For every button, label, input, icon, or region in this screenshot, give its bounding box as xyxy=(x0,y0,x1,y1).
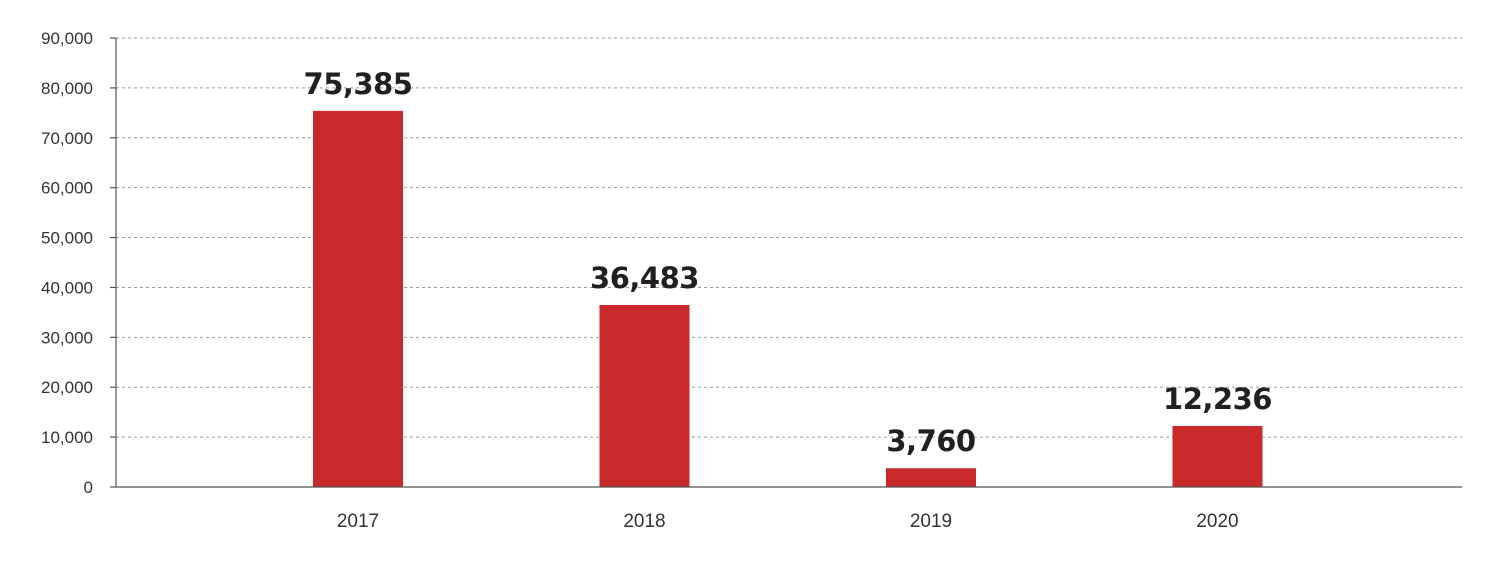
y-tick-label: 20,000 xyxy=(41,378,93,397)
y-tick-label: 70,000 xyxy=(41,129,93,148)
data-label: 3,760 xyxy=(886,424,975,458)
y-tick-label: 40,000 xyxy=(41,278,93,297)
bar xyxy=(599,304,690,487)
x-axis-ticks: 2017 2018 2019 2020 xyxy=(337,511,1239,532)
y-tick-label: 90,000 xyxy=(41,29,93,48)
bar xyxy=(313,110,403,488)
y-tick-label: 10,000 xyxy=(41,428,93,447)
x-tick-label: 2019 xyxy=(910,511,952,532)
x-tick-label: 2018 xyxy=(623,511,665,532)
data-label: 36,483 xyxy=(590,261,699,295)
y-tick-label: 0 xyxy=(84,478,93,497)
bar xyxy=(886,468,976,487)
bars xyxy=(313,110,1263,488)
bar xyxy=(1172,425,1263,487)
y-tick-label: 60,000 xyxy=(41,179,93,198)
y-tick-label: 80,000 xyxy=(41,79,93,98)
y-tick-label: 50,000 xyxy=(41,229,93,248)
data-label: 12,236 xyxy=(1163,382,1272,416)
y-tick-label: 30,000 xyxy=(41,328,93,347)
y-axis-ticks: 0 10,000 20,000 30,000 40,000 50,000 60,000 70,… xyxy=(41,29,116,497)
data-labels: 75,385 36,483 3,760 12,236 xyxy=(304,67,1273,458)
x-tick-label: 2020 xyxy=(1196,511,1238,532)
x-tick-label: 2017 xyxy=(337,511,379,532)
data-label: 75,385 xyxy=(304,67,413,101)
